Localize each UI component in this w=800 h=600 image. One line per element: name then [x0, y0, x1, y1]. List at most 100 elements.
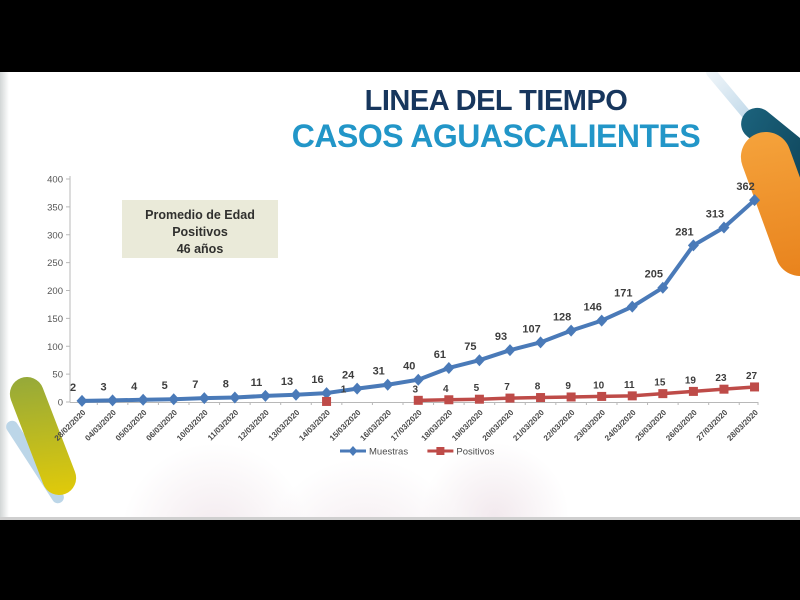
x-axis-date-label: 26/03/2020 — [664, 408, 699, 443]
muestras-marker — [565, 324, 577, 337]
muestras-marker — [168, 393, 180, 406]
muestras-marker — [107, 394, 119, 407]
muestras-marker — [259, 389, 271, 402]
data-label: 19 — [685, 375, 697, 386]
series-positivos-line — [416, 385, 757, 403]
y-axis-tick-label: 150 — [47, 314, 63, 325]
muestras-marker — [351, 382, 363, 395]
x-axis-date-label: 14/03/2020 — [297, 408, 332, 443]
age-annotation-line3: 46 años — [176, 242, 224, 256]
legend-marker — [348, 446, 358, 456]
positivos-marker — [444, 395, 454, 405]
data-label: 9 — [565, 381, 571, 392]
age-annotation-line2: Positivos — [172, 225, 228, 239]
data-label: 16 — [311, 374, 323, 386]
data-label: 31 — [373, 366, 385, 378]
x-axis-date-label: 05/03/2020 — [114, 408, 149, 443]
y-axis-tick-label: 300 — [47, 230, 63, 241]
data-label: 40 — [403, 361, 415, 373]
x-axis-date-label: 12/03/2020 — [236, 408, 271, 443]
positivos-marker — [688, 386, 698, 396]
data-label: 11 — [624, 380, 635, 391]
data-label: 8 — [535, 382, 541, 393]
data-label: 1 — [341, 384, 347, 395]
data-label: 146 — [584, 302, 602, 314]
data-label: 171 — [614, 288, 632, 300]
x-axis-date-label: 22/03/2020 — [542, 408, 577, 443]
data-label: 7 — [192, 379, 198, 391]
data-label: 13 — [281, 376, 293, 388]
data-label: 128 — [553, 312, 571, 324]
muestras-marker — [290, 388, 302, 401]
data-label: 10 — [593, 380, 605, 391]
data-label: 4 — [131, 381, 138, 393]
slide-title-line1: LINEA DEL TIEMPO — [364, 85, 628, 117]
y-axis-tick-label: 100 — [47, 342, 63, 353]
data-label: 3 — [101, 381, 107, 393]
slide-title-block: LINEA DEL TIEMPO CASOS AGUASCALIENTES — [196, 84, 796, 154]
x-axis-date-label: 10/03/2020 — [175, 408, 210, 443]
muestras-marker — [321, 387, 333, 400]
data-label: 93 — [495, 331, 507, 343]
legend-label: Positivos — [456, 447, 494, 458]
x-axis-date-label: 15/03/2020 — [328, 408, 363, 443]
y-axis-tick-label: 250 — [47, 258, 63, 269]
data-label: 107 — [522, 323, 540, 335]
positivos-marker — [627, 391, 637, 401]
x-axis-date-label: 23/03/2020 — [572, 408, 607, 443]
muestras-marker — [687, 239, 699, 252]
muestras-marker — [412, 373, 424, 386]
positivos-marker — [474, 394, 484, 404]
muestras-marker — [76, 394, 88, 407]
positivos-marker — [658, 389, 668, 399]
positivos-marker — [750, 382, 760, 392]
x-axis-date-label: 21/03/2020 — [511, 408, 546, 443]
muestras-marker — [718, 221, 730, 234]
data-label: 15 — [654, 378, 666, 389]
x-axis-date-label: 24/03/2020 — [603, 408, 638, 443]
slide-left-edge-shading — [0, 72, 9, 517]
x-axis-date-label: 25/03/2020 — [634, 408, 669, 443]
data-label: 23 — [715, 373, 727, 384]
data-label: 8 — [223, 379, 229, 391]
positivos-marker — [566, 392, 576, 402]
top-black-bar — [0, 0, 800, 72]
positivos-marker — [413, 395, 423, 405]
positivos-marker — [536, 393, 546, 403]
muestras-marker — [749, 194, 761, 207]
x-axis-date-label: 27/03/2020 — [695, 408, 730, 443]
muestras-marker — [657, 281, 669, 294]
slide-canvas: LINEA DEL TIEMPO CASOS AGUASCALIENTES Pr… — [0, 72, 800, 517]
x-axis-date-label: 16/03/2020 — [358, 408, 393, 443]
age-annotation-line1: Promedio de Edad — [145, 208, 255, 222]
x-axis-date-label: 28/03/2020 — [725, 408, 760, 443]
x-axis-date-label: 13/03/2020 — [267, 408, 302, 443]
y-axis-tick-label: 400 — [47, 175, 63, 186]
muestras-marker — [596, 314, 608, 327]
data-label: 3 — [412, 384, 418, 395]
series-muestras-line — [80, 198, 757, 403]
data-label: 27 — [746, 371, 758, 382]
data-label: 11 — [251, 377, 263, 389]
muestras-marker — [473, 354, 485, 367]
muestras-marker — [229, 391, 241, 404]
muestras-marker — [626, 300, 638, 313]
positivos-marker — [719, 384, 729, 394]
positivos-marker — [322, 396, 332, 406]
muestras-marker — [535, 336, 547, 349]
x-axis-date-label: 20/03/2020 — [481, 408, 516, 443]
x-axis-date-label: 17/03/2020 — [389, 408, 424, 443]
data-label: 4 — [443, 384, 449, 395]
x-axis-date-label: 06/03/2020 — [144, 408, 179, 443]
x-axis-date-label: 04/03/2020 — [83, 408, 118, 443]
muestras-marker — [198, 392, 210, 405]
data-label: 5 — [162, 380, 168, 392]
muestras-marker — [504, 344, 516, 357]
data-label: 61 — [434, 349, 446, 361]
data-label: 313 — [706, 209, 724, 221]
x-axis-date-label: 19/03/2020 — [450, 408, 485, 443]
positivos-marker — [505, 393, 515, 403]
timeline-chart: 0 50 100 150 200 250 300 350 400 28/02/202004/03/… — [47, 175, 761, 458]
data-label: 362 — [736, 181, 754, 193]
y-axis-tick-label: 0 — [58, 398, 63, 409]
